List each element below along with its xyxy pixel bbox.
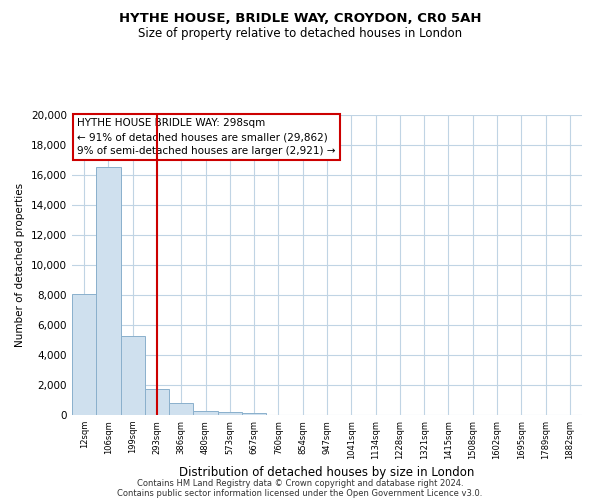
Text: HYTHE HOUSE BRIDLE WAY: 298sqm
← 91% of detached houses are smaller (29,862)
9% : HYTHE HOUSE BRIDLE WAY: 298sqm ← 91% of … (77, 118, 335, 156)
Text: Contains HM Land Registry data © Crown copyright and database right 2024.: Contains HM Land Registry data © Crown c… (137, 478, 463, 488)
Bar (169, 403, 193, 415)
Bar (145, 389, 169, 415)
Bar (96, 168, 121, 415)
Bar (242, 413, 266, 415)
Text: Contains public sector information licensed under the Open Government Licence v3: Contains public sector information licen… (118, 488, 482, 498)
X-axis label: Distribution of detached houses by size in London: Distribution of detached houses by size … (179, 466, 475, 479)
Bar (72, 294, 96, 415)
Y-axis label: Number of detached properties: Number of detached properties (16, 183, 25, 347)
Bar (218, 412, 242, 415)
Bar (193, 410, 218, 415)
Text: HYTHE HOUSE, BRIDLE WAY, CROYDON, CR0 5AH: HYTHE HOUSE, BRIDLE WAY, CROYDON, CR0 5A… (119, 12, 481, 26)
Bar (121, 336, 145, 415)
Text: Size of property relative to detached houses in London: Size of property relative to detached ho… (138, 28, 462, 40)
